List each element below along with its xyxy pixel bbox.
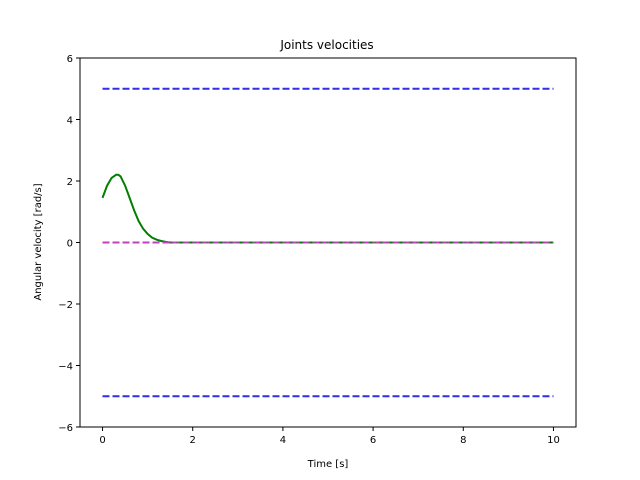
- y-tick-label: −2: [58, 300, 73, 311]
- y-axis-label: Angular velocity [rad/s]: [33, 183, 44, 300]
- y-tick-label: 4: [67, 116, 73, 127]
- x-axis: 0 2 4 6 8 10: [99, 427, 560, 446]
- x-tick-label: 0: [99, 435, 105, 446]
- y-tick-label: 2: [67, 177, 73, 188]
- x-tick-label: 10: [547, 435, 560, 446]
- series-line-0: [101, 173, 554, 244]
- x-axis-label: Time [s]: [307, 459, 349, 470]
- chart-title: Joints velocities: [279, 38, 373, 52]
- y-axis: −6 −4 −2 0 2 4 6: [58, 54, 80, 434]
- y-tick-label: 6: [67, 54, 73, 65]
- x-tick-label: 2: [190, 435, 196, 446]
- plot-frame: [79, 57, 577, 428]
- x-tick-label: 4: [280, 435, 286, 446]
- plot-area: [101, 87, 554, 398]
- x-tick-label: 6: [370, 435, 376, 446]
- x-tick-label: 8: [460, 435, 466, 446]
- y-tick-label: −4: [58, 362, 73, 373]
- y-tick-label: −6: [58, 423, 73, 434]
- y-tick-label: 0: [67, 239, 73, 250]
